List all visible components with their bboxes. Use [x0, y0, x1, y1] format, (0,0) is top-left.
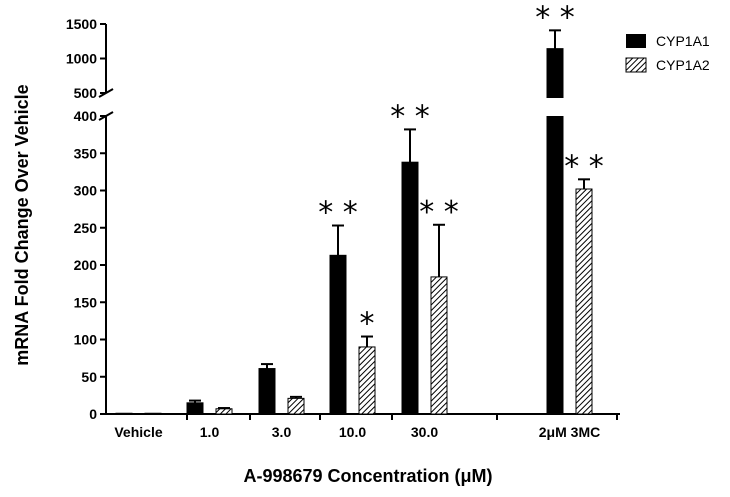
- y-tick-label: 250: [74, 220, 98, 236]
- bar-cyp1a1: [186, 402, 204, 415]
- y-tick-label: 1000: [66, 51, 97, 67]
- bar-cyp1a2: [430, 276, 448, 415]
- y-axis-title: mRNA Fold Change Over Vehicle: [12, 84, 32, 365]
- significance-marker: *: [360, 307, 375, 342]
- y-tick-label: 0: [89, 406, 97, 422]
- bar-cyp1a2: [215, 408, 233, 415]
- bar-cyp1a2: [144, 412, 162, 415]
- legend-swatch-cyp1a1: [626, 34, 646, 48]
- y-tick-label: 350: [74, 145, 98, 161]
- significance-marker: * *: [535, 0, 575, 35]
- legend: CYP1A1 CYP1A2: [625, 33, 710, 73]
- y-tick-label: 100: [74, 332, 98, 348]
- y-tick-label: 1500: [66, 16, 97, 32]
- bar-cyp1a1: [401, 161, 419, 415]
- bar-cyp1a1: [329, 254, 347, 415]
- error-bars: [189, 29, 590, 410]
- y-tick-label: 300: [74, 183, 98, 199]
- significance-marker: * *: [419, 195, 459, 230]
- y-tick-label: 500: [74, 85, 98, 101]
- x-tick-label: 30.0: [411, 424, 438, 440]
- y-ticks: 0 50 100 150 200 250 300 350 400 500 1000 1500: [66, 16, 106, 422]
- bars: [115, 48, 593, 415]
- significance-marker: * *: [318, 196, 358, 231]
- x-tick-label: 10.0: [339, 424, 366, 440]
- significance-markers: * * * * * * * * * * *: [318, 0, 604, 341]
- x-tick-label: 3.0: [272, 424, 292, 440]
- y-tick-label: 150: [74, 294, 98, 310]
- legend-label-cyp1a2: CYP1A2: [656, 57, 710, 73]
- legend-label-cyp1a1: CYP1A1: [656, 33, 710, 49]
- x-tick-labels: Vehicle 1.0 3.0 10.0 30.0 2μM 3MC: [114, 424, 600, 440]
- bar-cyp1a2: [358, 346, 376, 415]
- significance-marker: * *: [564, 149, 604, 184]
- x-axis-title: A-998679 Concentration (μM): [243, 466, 492, 486]
- bar-break-gap: [546, 98, 564, 116]
- y-tick-label: 200: [74, 257, 98, 273]
- y-tick-label: 50: [81, 369, 97, 385]
- legend-swatch-cyp1a2: [625, 57, 647, 73]
- bar-cyp1a1: [115, 412, 133, 415]
- significance-marker: * *: [390, 99, 430, 134]
- x-tick-label: 1.0: [200, 424, 220, 440]
- x-tick-label: Vehicle: [114, 424, 162, 440]
- x-tick-label: 2μM 3MC: [539, 424, 600, 440]
- bar-cyp1a2: [287, 397, 305, 415]
- y-tick-label: 400: [74, 108, 98, 124]
- bar-cyp1a2: [575, 188, 593, 415]
- bar-cyp1a1: [258, 368, 276, 415]
